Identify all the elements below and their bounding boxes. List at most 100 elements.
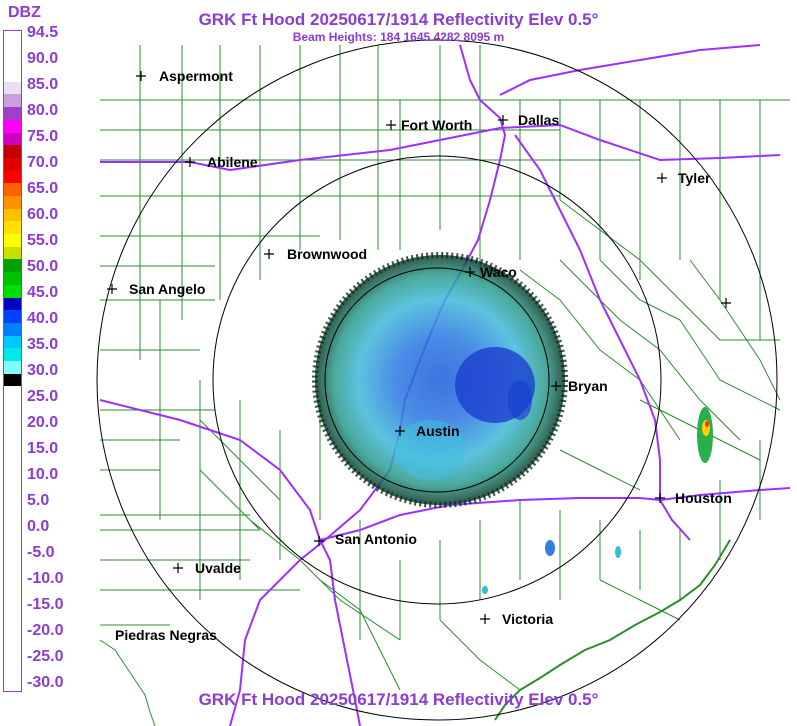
city-marker-icon: [721, 298, 731, 308]
city-label: Houston: [675, 490, 732, 506]
city-label: Dallas: [518, 112, 559, 128]
city-marker-icon: [107, 284, 117, 294]
legend-label: 94.5: [27, 24, 59, 41]
legend-swatch: [4, 145, 21, 159]
legend-label: 45.0: [27, 284, 59, 301]
legend-label: 50.0: [27, 258, 59, 275]
city-marker-icon: [173, 563, 183, 573]
beam-heights: Beam Heights: 184 1645 4282 8095 m: [292, 30, 505, 44]
legend-swatch: [4, 284, 21, 299]
legend-swatch: [4, 259, 21, 273]
legend-swatch: [4, 411, 21, 425]
legend-label: -15.0: [27, 596, 64, 613]
city-label: Fort Worth: [401, 117, 472, 133]
legend-swatch: [4, 208, 21, 222]
legend-label: 35.0: [27, 336, 59, 353]
city-marker-icon: [386, 120, 396, 130]
legend-label: 10.0: [27, 466, 59, 483]
legend-label: -25.0: [27, 648, 64, 665]
legend-swatch: [4, 538, 21, 552]
map-footer-title: GRK Ft Hood 20250617/1914 Reflectivity E…: [198, 690, 599, 709]
legend-label: 80.0: [27, 102, 59, 119]
legend-label: -20.0: [27, 622, 64, 639]
legend-swatch: [4, 221, 21, 235]
legend-swatch: [4, 652, 21, 667]
legend-swatch: [4, 119, 21, 134]
legend-swatch: [4, 424, 21, 438]
legend-swatch: [4, 246, 21, 260]
legend-label: 70.0: [27, 154, 59, 171]
legend-swatch: [4, 196, 21, 210]
legend-swatch: [4, 678, 21, 692]
range-rings: [96, 39, 778, 721]
city-marker-icon: [657, 173, 667, 183]
legend-swatch: [4, 500, 21, 514]
legend-swatch: [4, 107, 21, 121]
legend-label: -10.0: [27, 570, 64, 587]
legend-swatch: [4, 183, 21, 197]
city-label: Bryan: [568, 378, 608, 394]
legend-swatch: [4, 513, 21, 527]
city-label: Victoria: [502, 611, 553, 627]
legend-swatch: [4, 487, 21, 502]
legend-swatch: [4, 322, 21, 337]
legend-label: 65.0: [27, 180, 59, 197]
legend-label: 40.0: [27, 310, 59, 327]
legend-swatch: [4, 449, 21, 464]
city-marker-icon: [314, 536, 324, 546]
legend-label: 75.0: [27, 128, 59, 145]
legend-swatch: [4, 576, 21, 590]
legend-swatch: [4, 614, 21, 629]
legend-label: 55.0: [27, 232, 59, 249]
legend-swatch: [4, 526, 21, 540]
city-marker-icon: [185, 157, 195, 167]
legend-label: 0.0: [27, 518, 50, 535]
legend-swatch: [4, 602, 21, 616]
city-label: Brownwood: [287, 246, 367, 262]
reflectivity-echoes: [312, 252, 713, 594]
legend-swatch: [4, 361, 21, 375]
legend-swatch: [4, 551, 21, 565]
city-marker-icon: [655, 493, 665, 503]
city-label: Piedras Negras: [115, 627, 217, 643]
city-markers: Aspermont Fort Worth Dallas Abilene Tyler Bro…: [107, 68, 732, 643]
map-title: GRK Ft Hood 20250617/1914 Reflectivity E…: [198, 10, 599, 29]
city-label: Waco: [480, 264, 517, 280]
city-label: Aspermont: [159, 68, 233, 84]
legend-label: 90.0: [27, 50, 59, 67]
legend-swatch: [4, 56, 21, 70]
legend-label: 25.0: [27, 388, 59, 405]
city-label: Tyler: [678, 170, 711, 186]
legend-swatch: [4, 462, 21, 476]
city-label: San Antonio: [335, 531, 417, 547]
legend-label: 15.0: [27, 440, 59, 457]
legend-swatch: [4, 627, 21, 641]
legend-swatch: [4, 31, 21, 45]
legend-swatch: [4, 132, 21, 146]
legend-swatch: [4, 399, 21, 413]
legend-swatch: [4, 43, 21, 57]
legend-swatch: [4, 272, 21, 286]
city-label: Abilene: [207, 154, 258, 170]
legend-label: 60.0: [27, 206, 59, 223]
legend-swatch: [4, 386, 21, 400]
gulf-coastline: [494, 539, 731, 721]
legend-swatch: [4, 170, 21, 184]
legend-swatch: [4, 665, 21, 679]
highways: [99, 44, 791, 726]
legend-swatch: [4, 335, 21, 349]
rio-grande: [99, 639, 156, 726]
city-marker-icon: [480, 614, 490, 624]
city-marker-icon: [264, 249, 274, 259]
city-label: San Angelo: [129, 281, 206, 297]
legend-swatch: [4, 348, 21, 362]
legend-swatch: [4, 81, 21, 95]
city-marker-icon: [136, 71, 146, 81]
legend-swatch: [4, 69, 21, 83]
legend-label: 30.0: [27, 362, 59, 379]
legend-label: -30.0: [27, 674, 64, 691]
color-scale-bar: [3, 30, 22, 692]
legend-swatch: [4, 297, 21, 311]
legend-label: 5.0: [27, 492, 50, 509]
